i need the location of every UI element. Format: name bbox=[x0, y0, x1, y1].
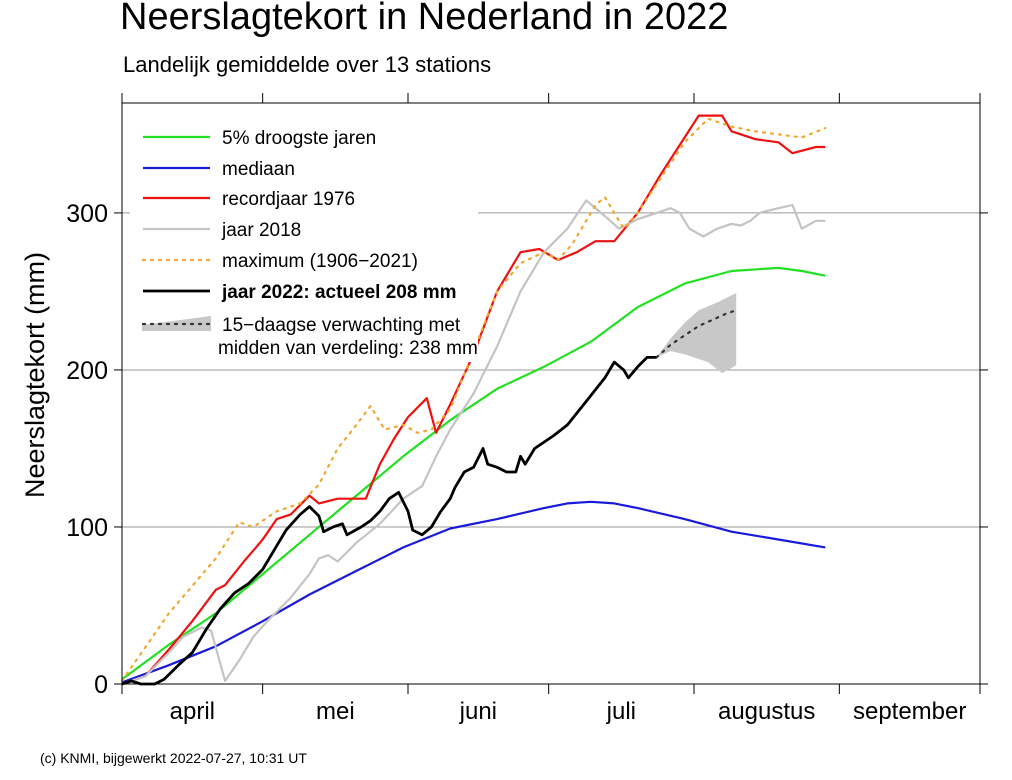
x-tick-label-juli: juli bbox=[606, 698, 636, 725]
y-axis-label: Neerslagtekort (mm) bbox=[20, 252, 50, 498]
legend-label-y2022: jaar 2022: actueel 208 mm bbox=[221, 282, 457, 303]
x-tick-label-mei: mei bbox=[316, 698, 355, 725]
legend-label-forecast-line2: midden van verdeling: 238 mm bbox=[218, 338, 478, 359]
series-median bbox=[121, 500, 826, 684]
plot-frame bbox=[121, 102, 981, 685]
legend-label-forecast: 15−daagse verwachting met bbox=[222, 315, 461, 336]
legend: 5% droogste jaren mediaan recordjaar 1976 j… bbox=[130, 118, 478, 362]
forecast-band bbox=[656, 293, 737, 374]
page-subtitle: Landelijk gemiddelde over 13 stations bbox=[123, 52, 492, 77]
x-tick-label-september: september bbox=[853, 698, 966, 725]
series-y2018 bbox=[121, 199, 826, 686]
legend-label-max: maximum (1906−2021) bbox=[222, 251, 418, 272]
legend-label-rec1976: recordjaar 1976 bbox=[222, 189, 355, 210]
legend-label-y2018: jaar 2018 bbox=[221, 220, 301, 241]
footer-credit: (c) KNMI, bijgewerkt 2022-07-27, 10:31 U… bbox=[40, 750, 307, 766]
series-rec1976 bbox=[121, 114, 826, 686]
x-tick-label-april: april bbox=[170, 698, 215, 725]
forecast-band-area bbox=[656, 293, 737, 374]
series-max bbox=[120, 117, 827, 683]
x-tick-label-juni: juni bbox=[459, 698, 497, 725]
y-tick-label-100: 100 bbox=[66, 514, 108, 542]
x-tick-label-augustus: augustus bbox=[718, 698, 815, 725]
axes: 0 100 200 300 april mei juni juli augustus septem… bbox=[66, 93, 988, 725]
y-tick-label-300: 300 bbox=[66, 200, 108, 228]
legend-label-p5: 5% droogste jaren bbox=[222, 128, 376, 149]
series-p5 bbox=[121, 266, 826, 681]
series-y2022 bbox=[121, 355, 657, 686]
legend-label-median: mediaan bbox=[222, 159, 295, 180]
series-forecast bbox=[655, 309, 738, 359]
y-tick-label-0: 0 bbox=[94, 671, 108, 699]
page-title: Neerslagtekort in Nederland in 2022 bbox=[120, 0, 729, 38]
series-lines bbox=[120, 114, 827, 686]
y-tick-label-200: 200 bbox=[66, 357, 108, 385]
